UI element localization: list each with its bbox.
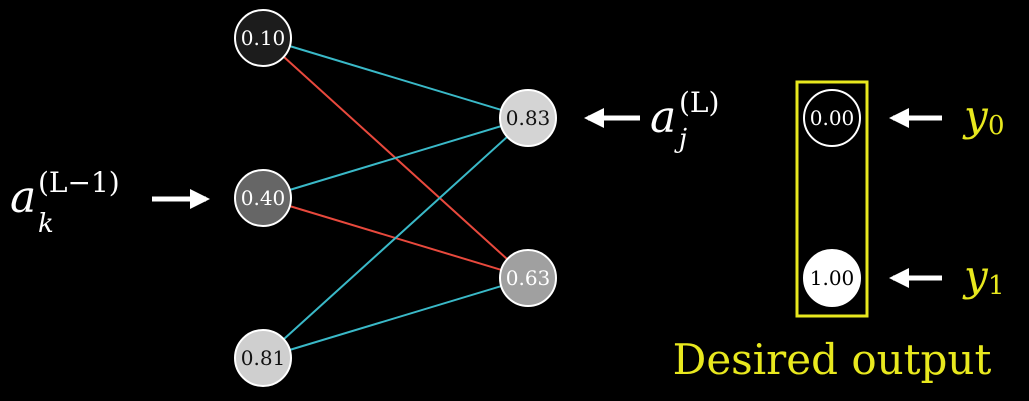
output-neuron-1: 0.63 <box>499 249 557 307</box>
input-neuron-2: 0.81 <box>234 329 292 387</box>
curr-label-superscript: (L) <box>679 86 719 119</box>
desired-output-title: Desired output <box>673 335 992 384</box>
edge-group <box>262 37 529 359</box>
desired-output-box <box>795 80 869 318</box>
desired-neuron-1-value: 1.00 <box>810 266 855 290</box>
curr-layer-activation-label: a (L) j <box>650 86 719 154</box>
y0-label: y 0 <box>962 91 1005 141</box>
desired-neuron-1: 1.00 <box>803 249 861 307</box>
input-neuron-2-value: 0.81 <box>241 346 286 370</box>
prev-layer-activation-label: a (L−1) k <box>10 166 120 239</box>
input-neuron-1: 0.40 <box>234 169 292 227</box>
y0-label-base: y <box>962 91 989 140</box>
output-neuron-1-value: 0.63 <box>506 266 551 290</box>
prev-label-subscript: k <box>38 209 54 239</box>
edge-in-0-out-0 <box>262 37 529 119</box>
y1-label-subscript: 1 <box>988 271 1005 301</box>
input-neuron-0-value: 0.10 <box>241 26 286 50</box>
input-neuron-1-circle <box>234 169 292 227</box>
desired-neuron-0: 0.00 <box>803 89 861 147</box>
y1-label: y 1 <box>962 251 1005 301</box>
desired-neuron-0-value: 0.00 <box>810 106 855 130</box>
edge-in-1-out-0 <box>262 117 529 199</box>
edge-in-2-out-0 <box>262 117 529 359</box>
output-neuron-0-circle <box>499 89 557 147</box>
prev-label-superscript: (L−1) <box>38 166 120 199</box>
y0-label-subscript: 0 <box>988 111 1005 141</box>
input-neuron-2-circle <box>234 329 292 387</box>
output-neuron-0: 0.83 <box>499 89 557 147</box>
input-neuron-0-circle <box>234 9 292 67</box>
output-neuron-1-circle <box>499 249 557 307</box>
y1-label-base: y <box>962 251 989 300</box>
edge-in-2-out-1 <box>262 277 529 359</box>
output-neuron-0-value: 0.83 <box>506 106 551 130</box>
desired-neuron-1-circle <box>803 249 861 307</box>
input-neuron-1-value: 0.40 <box>241 186 286 210</box>
input-neuron-0: 0.10 <box>234 9 292 67</box>
desired-neuron-0-circle <box>803 89 861 147</box>
prev-label-base: a <box>10 172 36 223</box>
curr-label-base: a <box>650 92 676 143</box>
